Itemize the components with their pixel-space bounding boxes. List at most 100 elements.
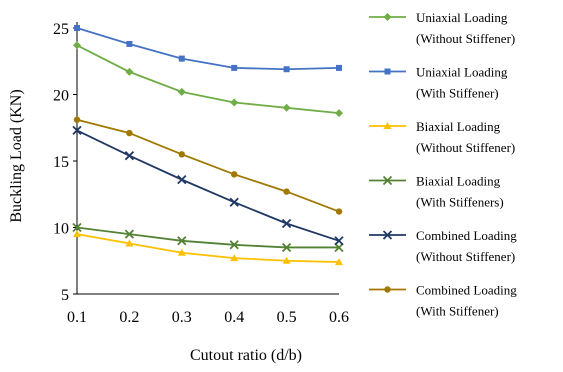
legend-item-3: Biaxial Loading (Without Stiffener) — [369, 119, 515, 155]
series-3-point — [335, 258, 343, 266]
series-4-point-stroke-b — [281, 242, 292, 253]
legend-label-line2: (With Stiffeners) — [416, 195, 504, 210]
legend-swatch-marker — [384, 68, 391, 75]
series-6-line — [76, 118, 340, 213]
legend-label-line2: (With Stiffener) — [416, 86, 499, 101]
axes — [76, 22, 339, 295]
x-tick-label: 0.2 — [119, 309, 139, 326]
series-6-point — [283, 188, 290, 195]
y-tick-label: 25 — [53, 21, 69, 38]
series-4-point — [124, 229, 135, 239]
legend-label-line1: Uniaxial Loading — [416, 65, 508, 80]
x-axis-title: Cutout ratio (d/b) — [190, 347, 302, 364]
legend-item-6: Combined Loading (With Stiffener) — [369, 283, 517, 319]
series-4-point-stroke-b — [177, 236, 187, 246]
series-1-point — [125, 67, 134, 76]
tick-labels: 5 10 15 20 25 0.1 0.2 0.3 0.4 0.5 0.6 — [53, 21, 349, 326]
legend-swatch-marker — [384, 286, 391, 293]
legend-label-line2: (Without Stiffener) — [416, 31, 515, 46]
series-3-point — [230, 254, 239, 262]
series-6-point — [178, 151, 185, 158]
series-5-point — [229, 197, 239, 207]
legend-swatch-marker-stroke-b — [382, 230, 393, 240]
series-3-point — [73, 230, 81, 238]
series-4 — [72, 222, 344, 253]
x-tick-label: 0.6 — [329, 309, 349, 326]
series-5-point-stroke-b — [124, 151, 135, 161]
legend-swatch-marker — [383, 122, 392, 129]
series-4-line — [76, 226, 339, 249]
legend-swatch-marker-stroke-b — [382, 175, 393, 186]
legend-item-2: Uniaxial Loading (With Stiffener) — [369, 65, 508, 101]
x-tick-label: 0.1 — [67, 309, 87, 326]
series-6 — [73, 116, 343, 215]
series-4-point — [334, 242, 344, 253]
series-5-point-stroke-b — [229, 197, 239, 207]
series-5-point-stroke-b — [281, 218, 292, 229]
y-tick-label: 5 — [61, 287, 69, 304]
series-6-point — [335, 208, 343, 215]
legend-label-line1: Biaxial Loading — [416, 119, 501, 134]
legend: Uniaxial Loading(Without Stiffener)Uniax… — [369, 10, 517, 319]
series-5-point-stroke-b — [334, 236, 344, 246]
series-3-point — [282, 256, 291, 264]
series-4-point-stroke-b — [124, 229, 135, 239]
legend-item-5: Combined Loading (Without Stiffener) — [369, 228, 517, 264]
series-5-point — [281, 218, 292, 229]
series-2-line — [76, 27, 340, 71]
legend-label-line2: (Without Stiffener) — [416, 249, 515, 264]
x-tick-label: 0.4 — [224, 309, 244, 326]
series-1-point — [73, 41, 81, 50]
legend-label-line2: (Without Stiffener) — [416, 140, 515, 155]
series-2-point — [231, 64, 238, 71]
legend-swatch-marker — [382, 230, 393, 240]
series-5-point — [72, 125, 82, 136]
series-1-point — [282, 103, 291, 112]
y-tick-label: 10 — [53, 221, 69, 238]
series-1-point — [230, 98, 239, 107]
series-3 — [73, 230, 343, 266]
series-group — [72, 25, 344, 266]
series-4-point — [177, 236, 187, 246]
y-tick-label: 20 — [53, 88, 69, 105]
series-1-point — [335, 109, 343, 118]
series-4-point-stroke-b — [229, 240, 239, 250]
series-2-point — [336, 64, 342, 71]
series-4-point — [281, 242, 292, 253]
series-3-point — [125, 239, 134, 247]
series-2-point — [283, 66, 290, 73]
y-axis-title: Buckling Load (KN) — [8, 89, 25, 222]
legend-label-line1: Uniaxial Loading — [416, 10, 508, 25]
series-5-line — [76, 129, 340, 242]
y-tick-label: 15 — [53, 154, 69, 171]
series-2-point — [178, 55, 185, 62]
series-6-point — [73, 116, 81, 123]
series-5-point-stroke-b — [72, 125, 82, 136]
legend-label-line1: Combined Loading — [416, 283, 517, 298]
series-5 — [72, 125, 344, 246]
series-6-point — [231, 171, 238, 178]
x-tick-label: 0.3 — [172, 309, 192, 326]
series-4-point-stroke-b — [72, 222, 82, 233]
legend-label-line2: (With Stiffener) — [416, 304, 499, 319]
series-4-point — [229, 240, 239, 250]
legend-label-line1: Biaxial Loading — [416, 174, 501, 189]
series-5-point — [334, 236, 344, 246]
legend-swatch-marker — [382, 175, 393, 186]
series-6-point — [126, 129, 133, 137]
legend-item-4: Biaxial Loading (With Stiffeners) — [369, 174, 504, 210]
series-2 — [74, 25, 342, 73]
series-1-point — [177, 87, 186, 96]
series-3-point — [177, 248, 186, 256]
series-5-point-stroke-b — [177, 174, 187, 185]
series-5-point — [177, 174, 187, 185]
series-4-point — [72, 222, 82, 233]
legend-item-1: Uniaxial Loading (Without Stiffener) — [369, 10, 515, 46]
series-1-line — [76, 44, 340, 115]
legend-swatch-marker — [383, 13, 392, 21]
series-1 — [73, 41, 343, 118]
series-3-line — [76, 233, 340, 263]
x-tick-label: 0.5 — [277, 309, 297, 326]
series-4-point-stroke-b — [334, 242, 344, 253]
